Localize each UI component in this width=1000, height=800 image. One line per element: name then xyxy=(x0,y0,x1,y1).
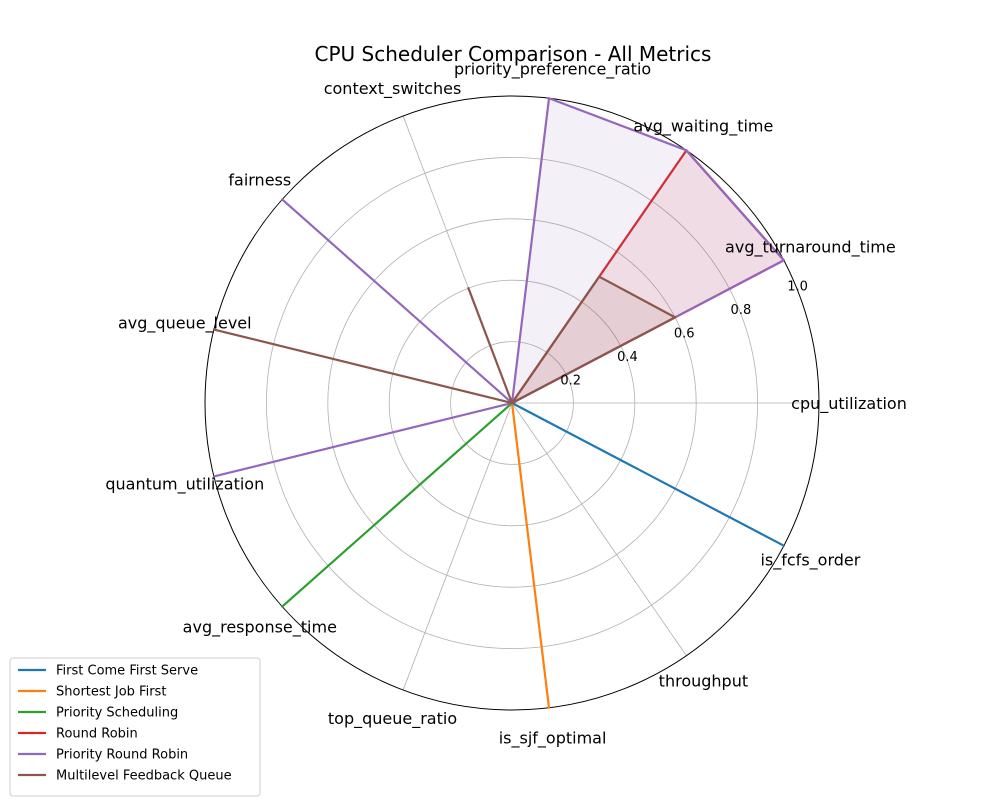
axis-label-fairness: fairness xyxy=(228,171,291,190)
chart-title: CPU Scheduler Comparison - All Metrics xyxy=(315,42,712,66)
series-line xyxy=(510,401,785,547)
axis-label-avg_queue_level: avg_queue_level xyxy=(118,313,252,333)
series-fill xyxy=(213,98,784,477)
series-fill xyxy=(213,276,676,403)
series-priority-round-robin xyxy=(212,97,785,478)
axis-label-top_queue_ratio: top_queue_ratio xyxy=(328,709,457,729)
radar-axis-labels: cpu_utilization avg_turnaround_time avg_wa… xyxy=(105,60,906,749)
axis-label-throughput: throughput xyxy=(659,671,748,690)
series-first-come-first-serve xyxy=(510,401,785,547)
legend-entry: Round Robin xyxy=(56,727,138,742)
axis-label-is_fcfs_order: is_fcfs_order xyxy=(760,551,860,571)
legend-entry: Multilevel Feedback Queue xyxy=(56,769,232,784)
legend-entry: Priority Scheduling xyxy=(56,706,178,721)
series-line xyxy=(510,401,551,709)
radial-tick-label: 0.4 xyxy=(617,350,638,365)
grid-ring xyxy=(327,218,697,588)
series-line xyxy=(212,275,677,405)
axis-label-avg_response_time: avg_response_time xyxy=(183,618,337,638)
axis-label-avg_waiting_time: avg_waiting_time xyxy=(633,117,773,137)
grid-ring xyxy=(388,279,636,527)
legend-box xyxy=(9,657,261,797)
legend: First Come First Serve Shortest Job First… xyxy=(9,657,261,797)
radar-series-layer xyxy=(212,97,785,709)
axis-label-avg_turnaround_time: avg_turnaround_time xyxy=(725,237,896,257)
radial-tick-label: 0.6 xyxy=(674,327,695,342)
spoke-throughput xyxy=(511,402,687,656)
grid-ring xyxy=(265,156,759,650)
series-multilevel-feedback-queue xyxy=(212,275,677,405)
legend-entry: Priority Round Robin xyxy=(56,748,188,763)
axis-label-quantum_utilization: quantum_utilization xyxy=(105,475,264,495)
axis-label-cpu_utilization: cpu_utilization xyxy=(791,394,907,414)
radial-tick-label: 1.0 xyxy=(787,280,808,295)
series-priority-scheduling xyxy=(281,401,514,608)
legend-entry: Shortest Job First xyxy=(56,685,166,700)
grid-ring xyxy=(204,95,820,711)
axis-label-context_switches: context_switches xyxy=(324,79,462,99)
spoke-top_queue_ratio xyxy=(402,402,513,691)
legend-entry: First Come First Serve xyxy=(56,664,198,679)
series-line xyxy=(281,401,514,608)
axis-label-priority_preference_ratio: priority_preference_ratio xyxy=(454,60,651,80)
radial-tick-label: 0.2 xyxy=(560,374,581,389)
series-fill xyxy=(512,150,784,403)
grid-ring xyxy=(450,341,574,465)
axis-label-is_sjf_optimal: is_sjf_optimal xyxy=(499,729,607,749)
series-shortest-job-first xyxy=(510,401,551,709)
radial-tick-label: 0.8 xyxy=(731,303,752,318)
